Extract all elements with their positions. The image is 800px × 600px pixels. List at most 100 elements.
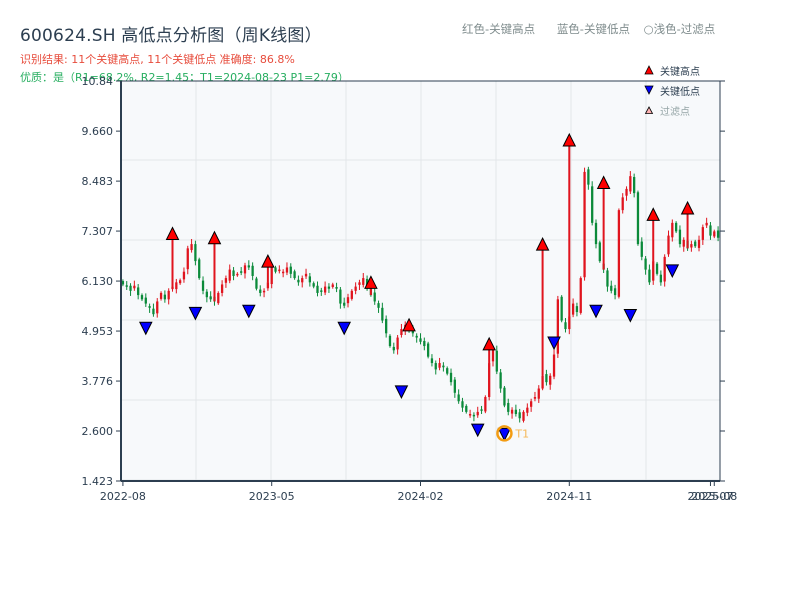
- candle-body: [400, 329, 403, 336]
- candle-body: [293, 271, 296, 279]
- candle-body: [510, 409, 514, 414]
- candle-body: [629, 176, 632, 192]
- candle-body: [640, 241, 643, 257]
- key-low-marker: [188, 306, 203, 321]
- candle-body: [335, 287, 338, 289]
- key-high-marker: [364, 275, 378, 289]
- candle-body: [301, 278, 304, 283]
- t1-circle: [496, 425, 513, 442]
- candle-body: [266, 282, 270, 289]
- candle-body: [442, 365, 445, 368]
- candle-body: [610, 285, 613, 291]
- y-tick-label: 1.423: [82, 475, 114, 488]
- x-tick-label: 2025-08: [691, 490, 737, 503]
- candle-body: [240, 271, 243, 273]
- candle-body: [343, 302, 346, 306]
- candle-body: [205, 291, 208, 298]
- candle-body: [659, 274, 663, 283]
- candle-body: [465, 405, 468, 412]
- y-axis-ticks: 10.84 9.660 8.483 7.307 6.130 4.953 3.776 2.600…: [82, 75, 725, 488]
- candle-body: [636, 192, 640, 245]
- key-high-marker: [207, 230, 222, 245]
- candle-body: [446, 368, 449, 374]
- x-axis-ticks: 2022-08 2023-05 2024-02 2024-11 2025-072025-…: [100, 481, 737, 503]
- y-tick-label: 7.307: [82, 225, 114, 238]
- candle-body: [583, 171, 586, 278]
- candle-body: [255, 278, 258, 289]
- y-tick-label: 3.776: [82, 375, 114, 388]
- candle-body: [144, 297, 147, 304]
- candle-body: [575, 306, 579, 313]
- legend-item-key-high: 关键高点: [644, 63, 700, 83]
- candle-body: [312, 283, 315, 287]
- candle-body: [522, 411, 525, 421]
- candle-body: [701, 227, 704, 240]
- candle-body: [323, 286, 327, 293]
- candle-body: [533, 397, 537, 399]
- candle-body: [194, 244, 197, 262]
- candle-body: [480, 409, 483, 411]
- key-high-marker: [535, 236, 550, 251]
- candle-body: [671, 222, 674, 238]
- candle-body: [449, 372, 453, 383]
- candle-body: [674, 222, 678, 232]
- key-low-marker: [470, 423, 485, 438]
- candle-body: [236, 273, 239, 276]
- candle-body: [186, 248, 189, 270]
- key-high-marker: [165, 226, 180, 240]
- legend-item-filtered: 过滤点: [644, 103, 700, 123]
- y-tick-label: 8.483: [82, 175, 114, 188]
- candle-body: [644, 258, 647, 270]
- y-tick-label: 6.130: [82, 275, 114, 288]
- chart-legend: 关键高点 关键低点 过滤点: [644, 63, 700, 123]
- key-low-marker: [547, 336, 561, 351]
- candle-body: [655, 263, 659, 274]
- candle-body: [278, 269, 281, 272]
- candle-body: [617, 210, 621, 297]
- candle-body: [434, 363, 437, 370]
- candle-body: [320, 290, 323, 292]
- candle-body: [198, 259, 201, 279]
- candle-body: [507, 402, 510, 412]
- candle-body: [579, 278, 582, 313]
- candle-body: [163, 294, 167, 300]
- candle-body: [587, 169, 590, 185]
- candle-body: [243, 265, 247, 274]
- candle-body: [690, 244, 693, 248]
- key-high-marker: [261, 253, 275, 268]
- candle-body: [552, 354, 556, 377]
- candle-body: [270, 267, 273, 285]
- candle-body: [426, 343, 430, 357]
- candle-body: [652, 261, 655, 281]
- y-tick-label: 2.600: [82, 425, 114, 438]
- candle-body: [220, 284, 224, 293]
- candle-body: [453, 379, 456, 393]
- candle-body: [140, 295, 144, 300]
- candle-body: [709, 225, 712, 236]
- key-high-marker: [596, 175, 611, 190]
- candle-body: [304, 273, 308, 277]
- color-legend-blue: 蓝色-关键低点: [556, 22, 630, 36]
- candle-body: [152, 308, 155, 315]
- candle-body: [362, 278, 365, 285]
- candle-body: [182, 271, 186, 280]
- key-point-markers: T1: [138, 132, 695, 442]
- candle-body: [289, 266, 292, 274]
- candle-body: [606, 270, 609, 287]
- x-tick-label: 2022-08: [100, 490, 146, 503]
- key-low-marker: [138, 321, 153, 336]
- candle-body: [438, 363, 441, 368]
- legend-item-key-low: 关键低点: [644, 83, 700, 103]
- color-legend-light: ○浅色-过滤点: [643, 22, 716, 36]
- candle-body: [518, 412, 521, 419]
- triangle-up-icon: [644, 63, 660, 83]
- candle-body: [392, 346, 395, 351]
- candle-body: [285, 267, 289, 273]
- candle-body: [697, 239, 701, 248]
- candle-body: [568, 316, 571, 330]
- candle-body: [716, 230, 720, 238]
- candle-body: [499, 372, 502, 389]
- candle-body: [297, 279, 300, 283]
- candle-body: [526, 407, 529, 413]
- color-legend-red: 红色-关键高点: [462, 22, 536, 36]
